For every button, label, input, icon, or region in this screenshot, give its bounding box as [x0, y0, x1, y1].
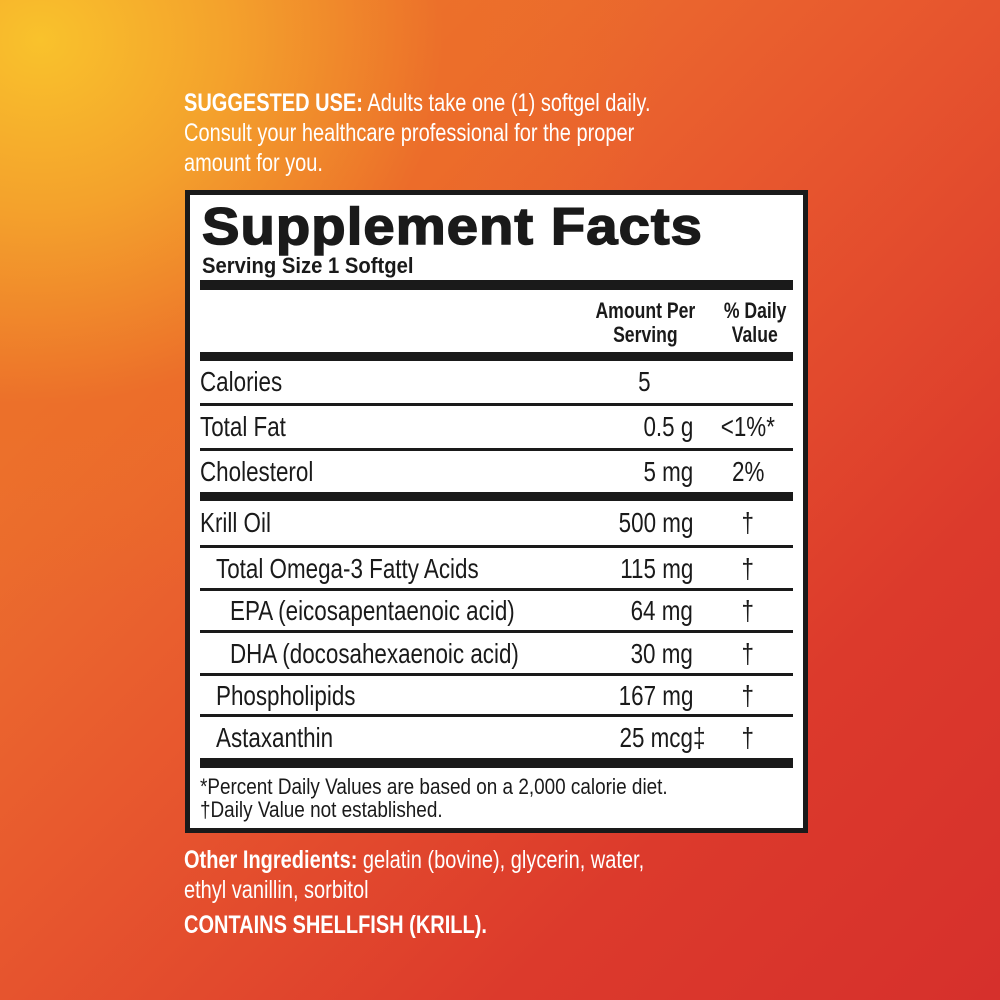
suggested-use-line-3: amount for you.: [184, 149, 323, 177]
facts-row-dha: DHA (docosahexaenoic acid) 30 mg †: [230, 638, 755, 669]
divider-thick: [200, 758, 793, 768]
suggested-use-line-2: Consult your healthcare professional for…: [184, 119, 635, 147]
facts-row-phospholipids: Phospholipids 167 mg †: [216, 680, 755, 711]
other-ingredients-text: gelatin (bovine), glycerin, water,: [362, 846, 645, 874]
other-ingredients-line-2: ethyl vanillin, sorbitol: [184, 876, 369, 904]
col-header-amount: Amount Per Serving: [595, 298, 695, 347]
allergen-warning: CONTAINS SHELLFISH (KRILL).: [184, 911, 487, 939]
divider: [200, 545, 793, 548]
col-header-dv: % Daily Value: [723, 298, 787, 347]
divider: [200, 630, 793, 633]
divider-thick: [200, 352, 793, 361]
suggested-use-line-1: SUGGESTED USE: Adults take one (1) softg…: [184, 88, 767, 118]
other-ingredients-line-1: Other Ingredients: gelatin (bovine), gly…: [184, 845, 759, 875]
facts-row-omega3: Total Omega-3 Fatty Acids 115 mg †: [216, 553, 755, 584]
divider-thick: [200, 280, 793, 290]
facts-row-astaxanthin: Astaxanthin 25 mcg‡ †: [216, 722, 755, 753]
other-ingredients-heading: Other Ingredients:: [184, 846, 358, 874]
divider: [200, 448, 793, 451]
facts-row-total-fat: Total Fat 0.5 g <1%*: [200, 411, 776, 442]
facts-row-epa: EPA (eicosapentaenoic acid) 64 mg †: [230, 595, 755, 626]
supplement-facts-label: Supplement Facts Serving Size 1 Softgel …: [185, 190, 808, 833]
divider: [200, 673, 793, 676]
footnote-percent-dv: *Percent Daily Values are based on a 2,0…: [200, 774, 668, 799]
divider-thick: [200, 492, 793, 501]
suggested-use-heading: SUGGESTED USE:: [184, 89, 363, 117]
serving-size: Serving Size 1 Softgel: [202, 253, 414, 278]
suggested-use-text: Adults take one (1) softgel daily.: [367, 89, 651, 117]
facts-row-krill-oil: Krill Oil 500 mg †: [200, 507, 755, 538]
divider: [200, 403, 793, 406]
footnote-dv-not-established: †Daily Value not established.: [200, 797, 443, 822]
divider: [200, 588, 793, 591]
facts-row-cholesterol: Cholesterol 5 mg 2%: [200, 456, 765, 487]
facts-row-calories: Calories 5: [200, 366, 651, 397]
facts-title: Supplement Facts: [201, 197, 703, 257]
divider: [200, 714, 793, 717]
